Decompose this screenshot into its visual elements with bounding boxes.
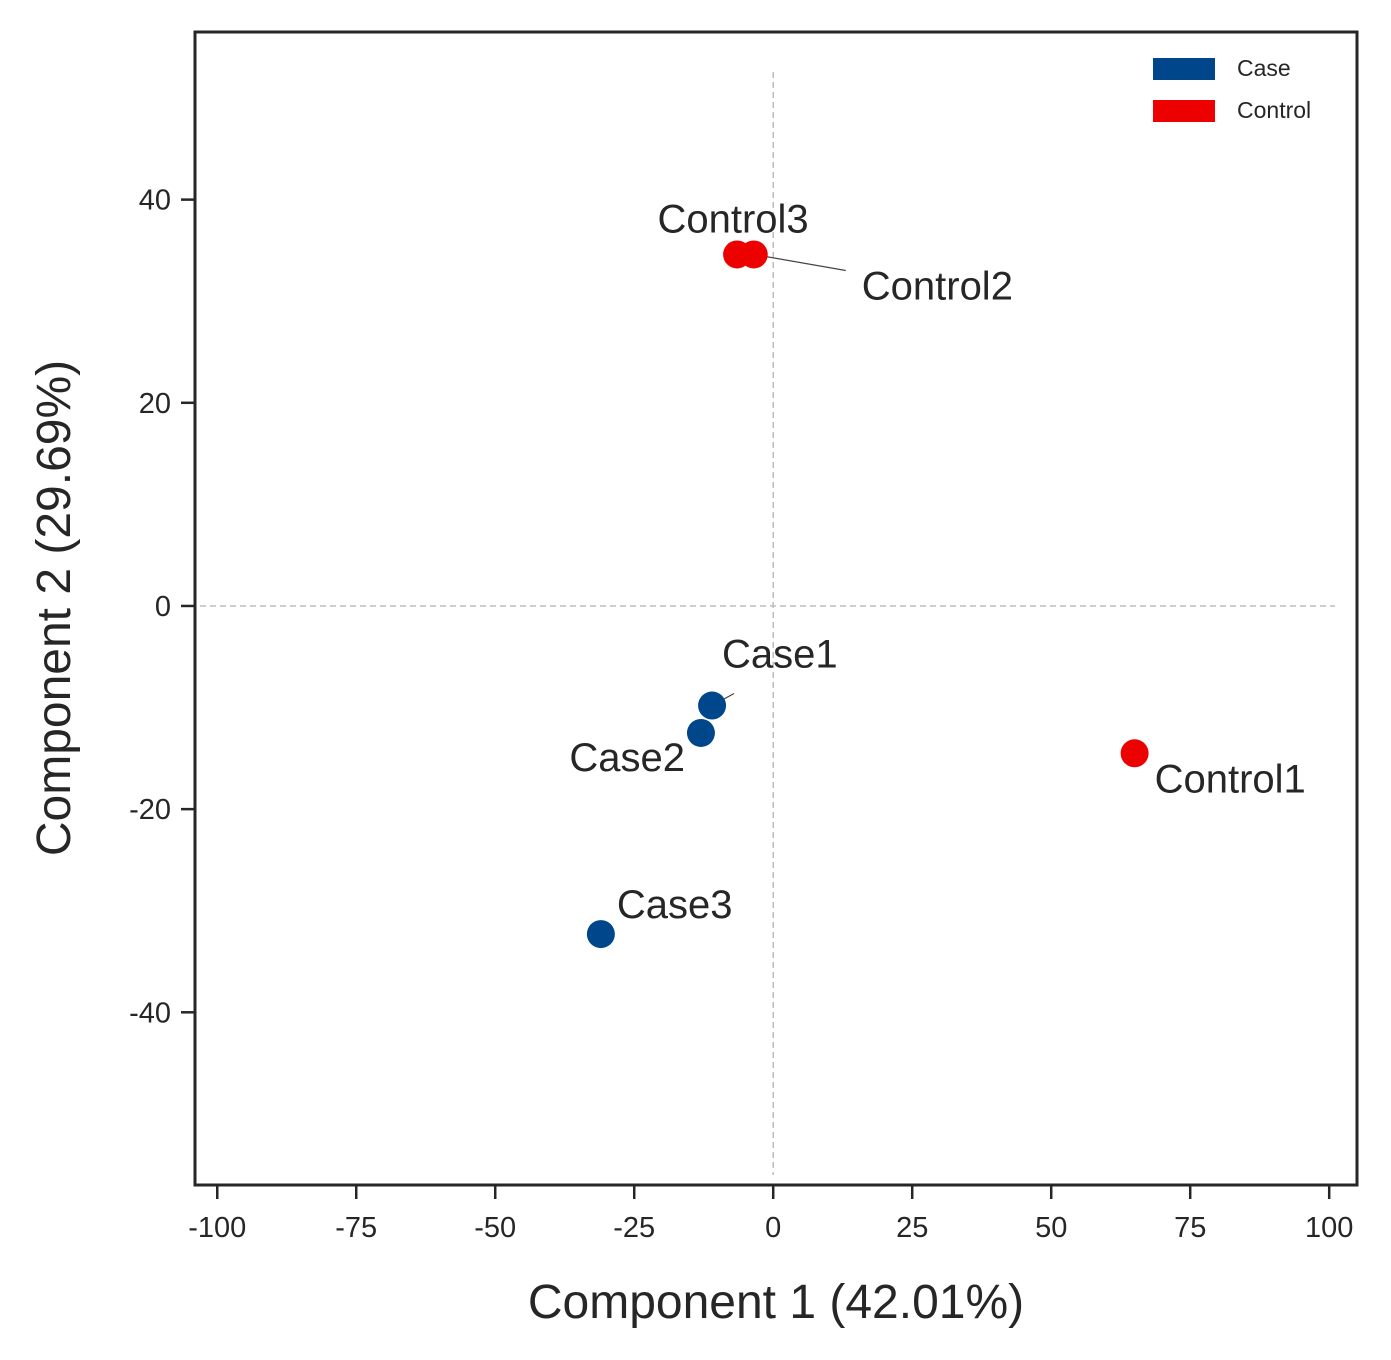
plot-background [195,32,1357,1185]
x-axis-title: Component 1 (42.01%) [528,1276,1024,1329]
x-tick-label: -75 [335,1212,377,1244]
point-labels: Case1 Case2 Case3 Control1 Control2 Control3 [569,197,1305,927]
point-label: Control1 [1155,757,1306,801]
point-label: Control2 [862,264,1013,308]
point-label: Case2 [569,736,685,780]
y-axis-title: Component 2 (29.69%) [28,360,81,856]
x-tick-label: -25 [613,1212,655,1244]
x-tick-label: 25 [896,1212,928,1244]
legend-label: Control [1237,97,1311,123]
y-tick-label: -20 [129,794,171,826]
reference-lines [200,72,1335,1175]
plot-frame [193,30,1359,1187]
data-points [586,240,1149,949]
legend-label: Case [1237,55,1291,81]
data-point [723,240,752,269]
y-tick-label: 40 [139,185,171,217]
label-leader-line [753,253,846,272]
x-tick-label: 50 [1035,1212,1067,1244]
data-point [586,920,615,949]
point-label: Case1 [722,633,838,677]
y-axis: -40 -20 0 20 40 [129,185,195,1029]
x-tick-label: 0 [765,1212,781,1244]
x-tick-label: -100 [188,1212,246,1244]
data-point [1120,739,1149,768]
data-point [698,691,727,720]
legend-swatch [1153,100,1215,122]
data-point [686,718,715,747]
x-tick-label: 100 [1305,1212,1353,1244]
point-label: Control3 [657,197,808,241]
x-tick-label: -50 [474,1212,516,1244]
y-tick-label: 0 [155,591,171,623]
point-label: Case3 [617,883,733,927]
legend-swatch [1153,58,1215,80]
x-axis: -100 -75 -50 -25 0 25 50 75 100 [188,1185,1353,1244]
y-tick-label: -40 [129,997,171,1029]
y-tick-label: 20 [139,388,171,420]
x-tick-label: 75 [1174,1212,1206,1244]
legend: Case Control [1153,55,1311,123]
